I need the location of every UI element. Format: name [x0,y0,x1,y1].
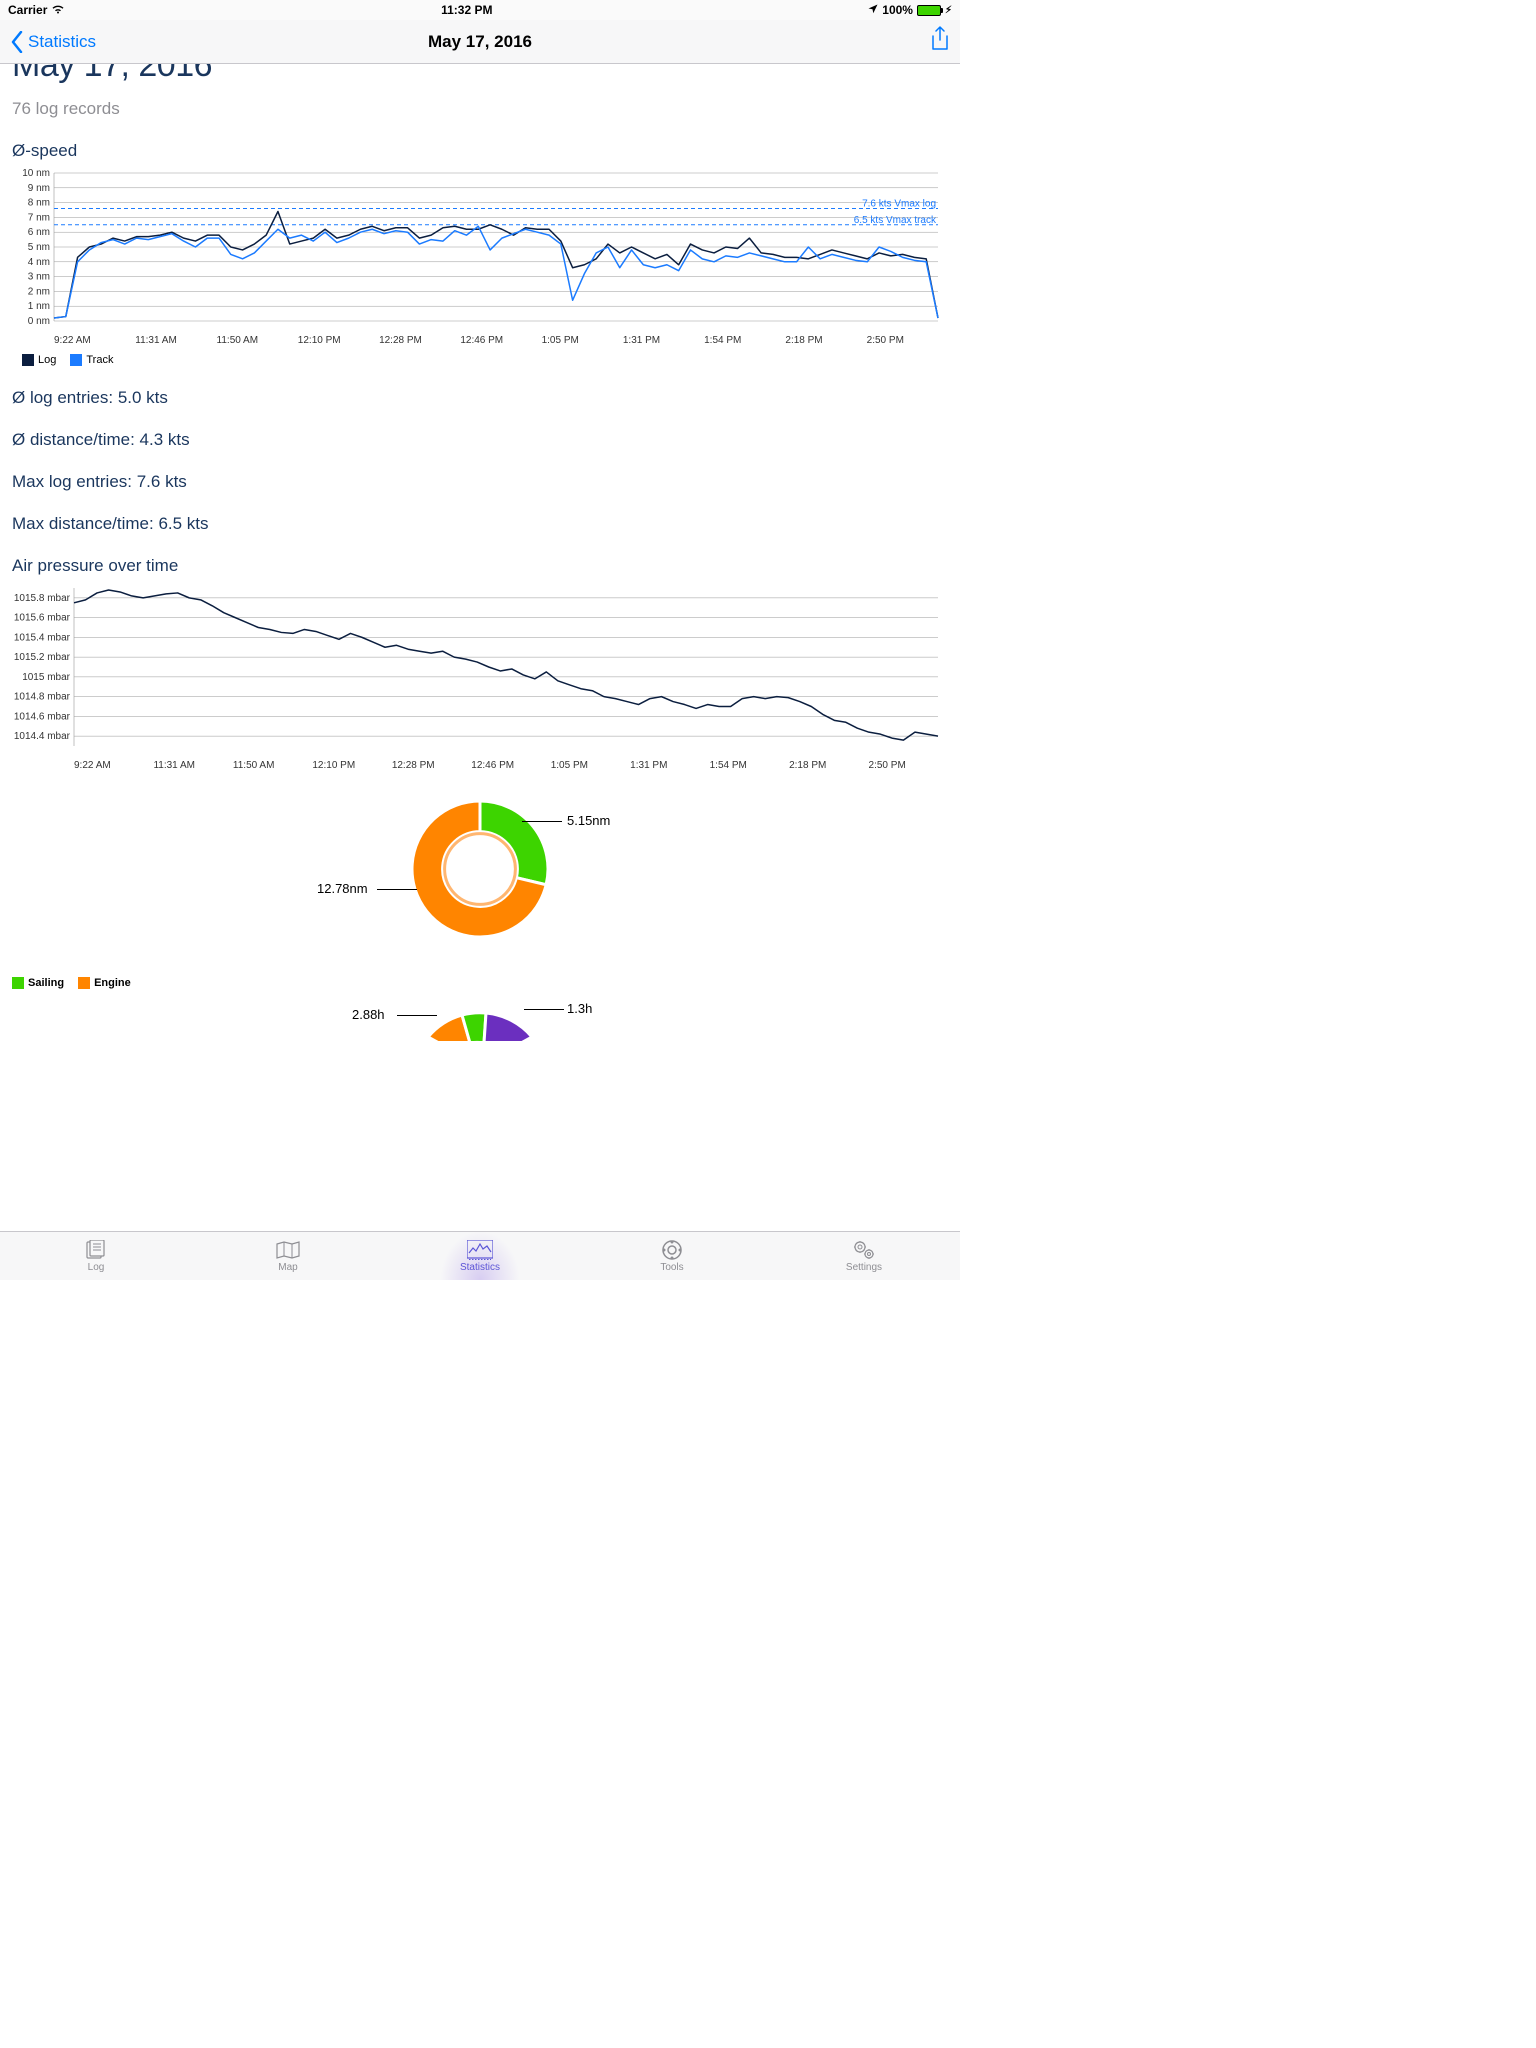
svg-text:10 nm: 10 nm [22,168,50,179]
settings-icon [851,1239,877,1261]
svg-text:1014.8 mbar: 1014.8 mbar [14,692,71,703]
svg-text:3 nm: 3 nm [28,272,50,283]
tools-icon [659,1239,685,1261]
donut-label-engine: 12.78nm [317,881,368,896]
carrier-label: Carrier [8,3,47,17]
donut-legend: SailingEngine [12,977,948,989]
svg-text:7 nm: 7 nm [28,212,50,223]
svg-text:2 nm: 2 nm [28,286,50,297]
svg-text:7.6 kts Vmax log: 7.6 kts Vmax log [862,199,936,210]
donut-label-sailing: 5.15nm [567,813,610,828]
svg-text:1015 mbar: 1015 mbar [22,672,70,683]
svg-text:1 nm: 1 nm [28,301,50,312]
svg-text:4 nm: 4 nm [28,257,50,268]
nav-bar: Statistics May 17, 2016 [0,20,960,64]
svg-text:6 nm: 6 nm [28,227,50,238]
svg-text:5 nm: 5 nm [28,242,50,253]
battery-pct: 100% [882,3,913,17]
speed-chart-title: Ø-speed [12,141,948,161]
speed-chart: 0 nm 1 nm 2 nm 3 nm 4 nm 5 nm 6 nm 7 nm 8 nm 9 nm… [12,165,948,366]
wifi-icon [51,3,65,17]
battery-icon [917,5,941,16]
map-icon [275,1239,301,1261]
distance-donut: 5.15nm 12.78nm [12,789,948,949]
pressure-chart: 1014.4 mbar 1014.6 mbar 1014.8 mbar 1015 mb… [12,580,948,771]
content-scroll[interactable]: May 17, 2016 76 log records Ø-speed 0 nm… [0,64,960,1231]
status-time: 11:32 PM [441,3,492,17]
time-donut-teaser: 2.88h 1.3h [12,1001,948,1041]
nav-title: May 17, 2016 [0,32,960,52]
tab-map[interactable]: Map [192,1232,384,1280]
tab-label: Settings [846,1262,882,1273]
tab-log[interactable]: Log [0,1232,192,1280]
back-label: Statistics [28,32,96,52]
page-title: May 17, 2016 [12,64,948,85]
statistics-icon [467,1239,493,1261]
svg-text:1015.4 mbar: 1015.4 mbar [14,632,71,643]
svg-text:0 nm: 0 nm [28,316,50,327]
stat-avg-log: Ø log entries: 5.0 kts [12,388,948,408]
tab-label: Statistics [460,1262,500,1273]
svg-text:1015.6 mbar: 1015.6 mbar [14,613,71,624]
svg-text:1015.2 mbar: 1015.2 mbar [14,652,71,663]
back-button[interactable]: Statistics [10,31,96,53]
charging-icon: ⚡︎ [945,5,952,16]
tab-label: Map [278,1262,297,1273]
log-icon [83,1239,109,1261]
svg-text:1015.8 mbar: 1015.8 mbar [14,593,71,604]
donut2-label-right: 1.3h [567,1001,592,1016]
stat-max-log: Max log entries: 7.6 kts [12,472,948,492]
tab-bar: Log Map Statistics Tools Settings [0,1231,960,1280]
tab-label: Log [88,1262,105,1273]
tab-tools[interactable]: Tools [576,1232,768,1280]
stat-max-dist: Max distance/time: 6.5 kts [12,514,948,534]
record-count: 76 log records [12,99,948,119]
donut2-label-left: 2.88h [352,1007,385,1022]
pressure-chart-title: Air pressure over time [12,556,948,576]
tab-label: Tools [660,1262,683,1273]
svg-text:8 nm: 8 nm [28,198,50,209]
svg-text:1014.6 mbar: 1014.6 mbar [14,711,71,722]
svg-text:9 nm: 9 nm [28,183,50,194]
tab-statistics[interactable]: Statistics [384,1232,576,1280]
status-bar: Carrier 11:32 PM 100% ⚡︎ [0,0,960,20]
share-button[interactable] [930,26,950,57]
svg-text:6.5 kts Vmax track: 6.5 kts Vmax track [854,215,937,226]
location-icon [868,3,878,17]
svg-text:1014.4 mbar: 1014.4 mbar [14,731,71,742]
stat-avg-dist: Ø distance/time: 4.3 kts [12,430,948,450]
tab-settings[interactable]: Settings [768,1232,960,1280]
